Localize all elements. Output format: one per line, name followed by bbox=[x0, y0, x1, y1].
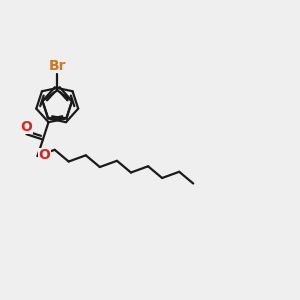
Text: O: O bbox=[39, 148, 51, 163]
Text: O: O bbox=[20, 120, 32, 134]
Text: Br: Br bbox=[49, 59, 66, 73]
